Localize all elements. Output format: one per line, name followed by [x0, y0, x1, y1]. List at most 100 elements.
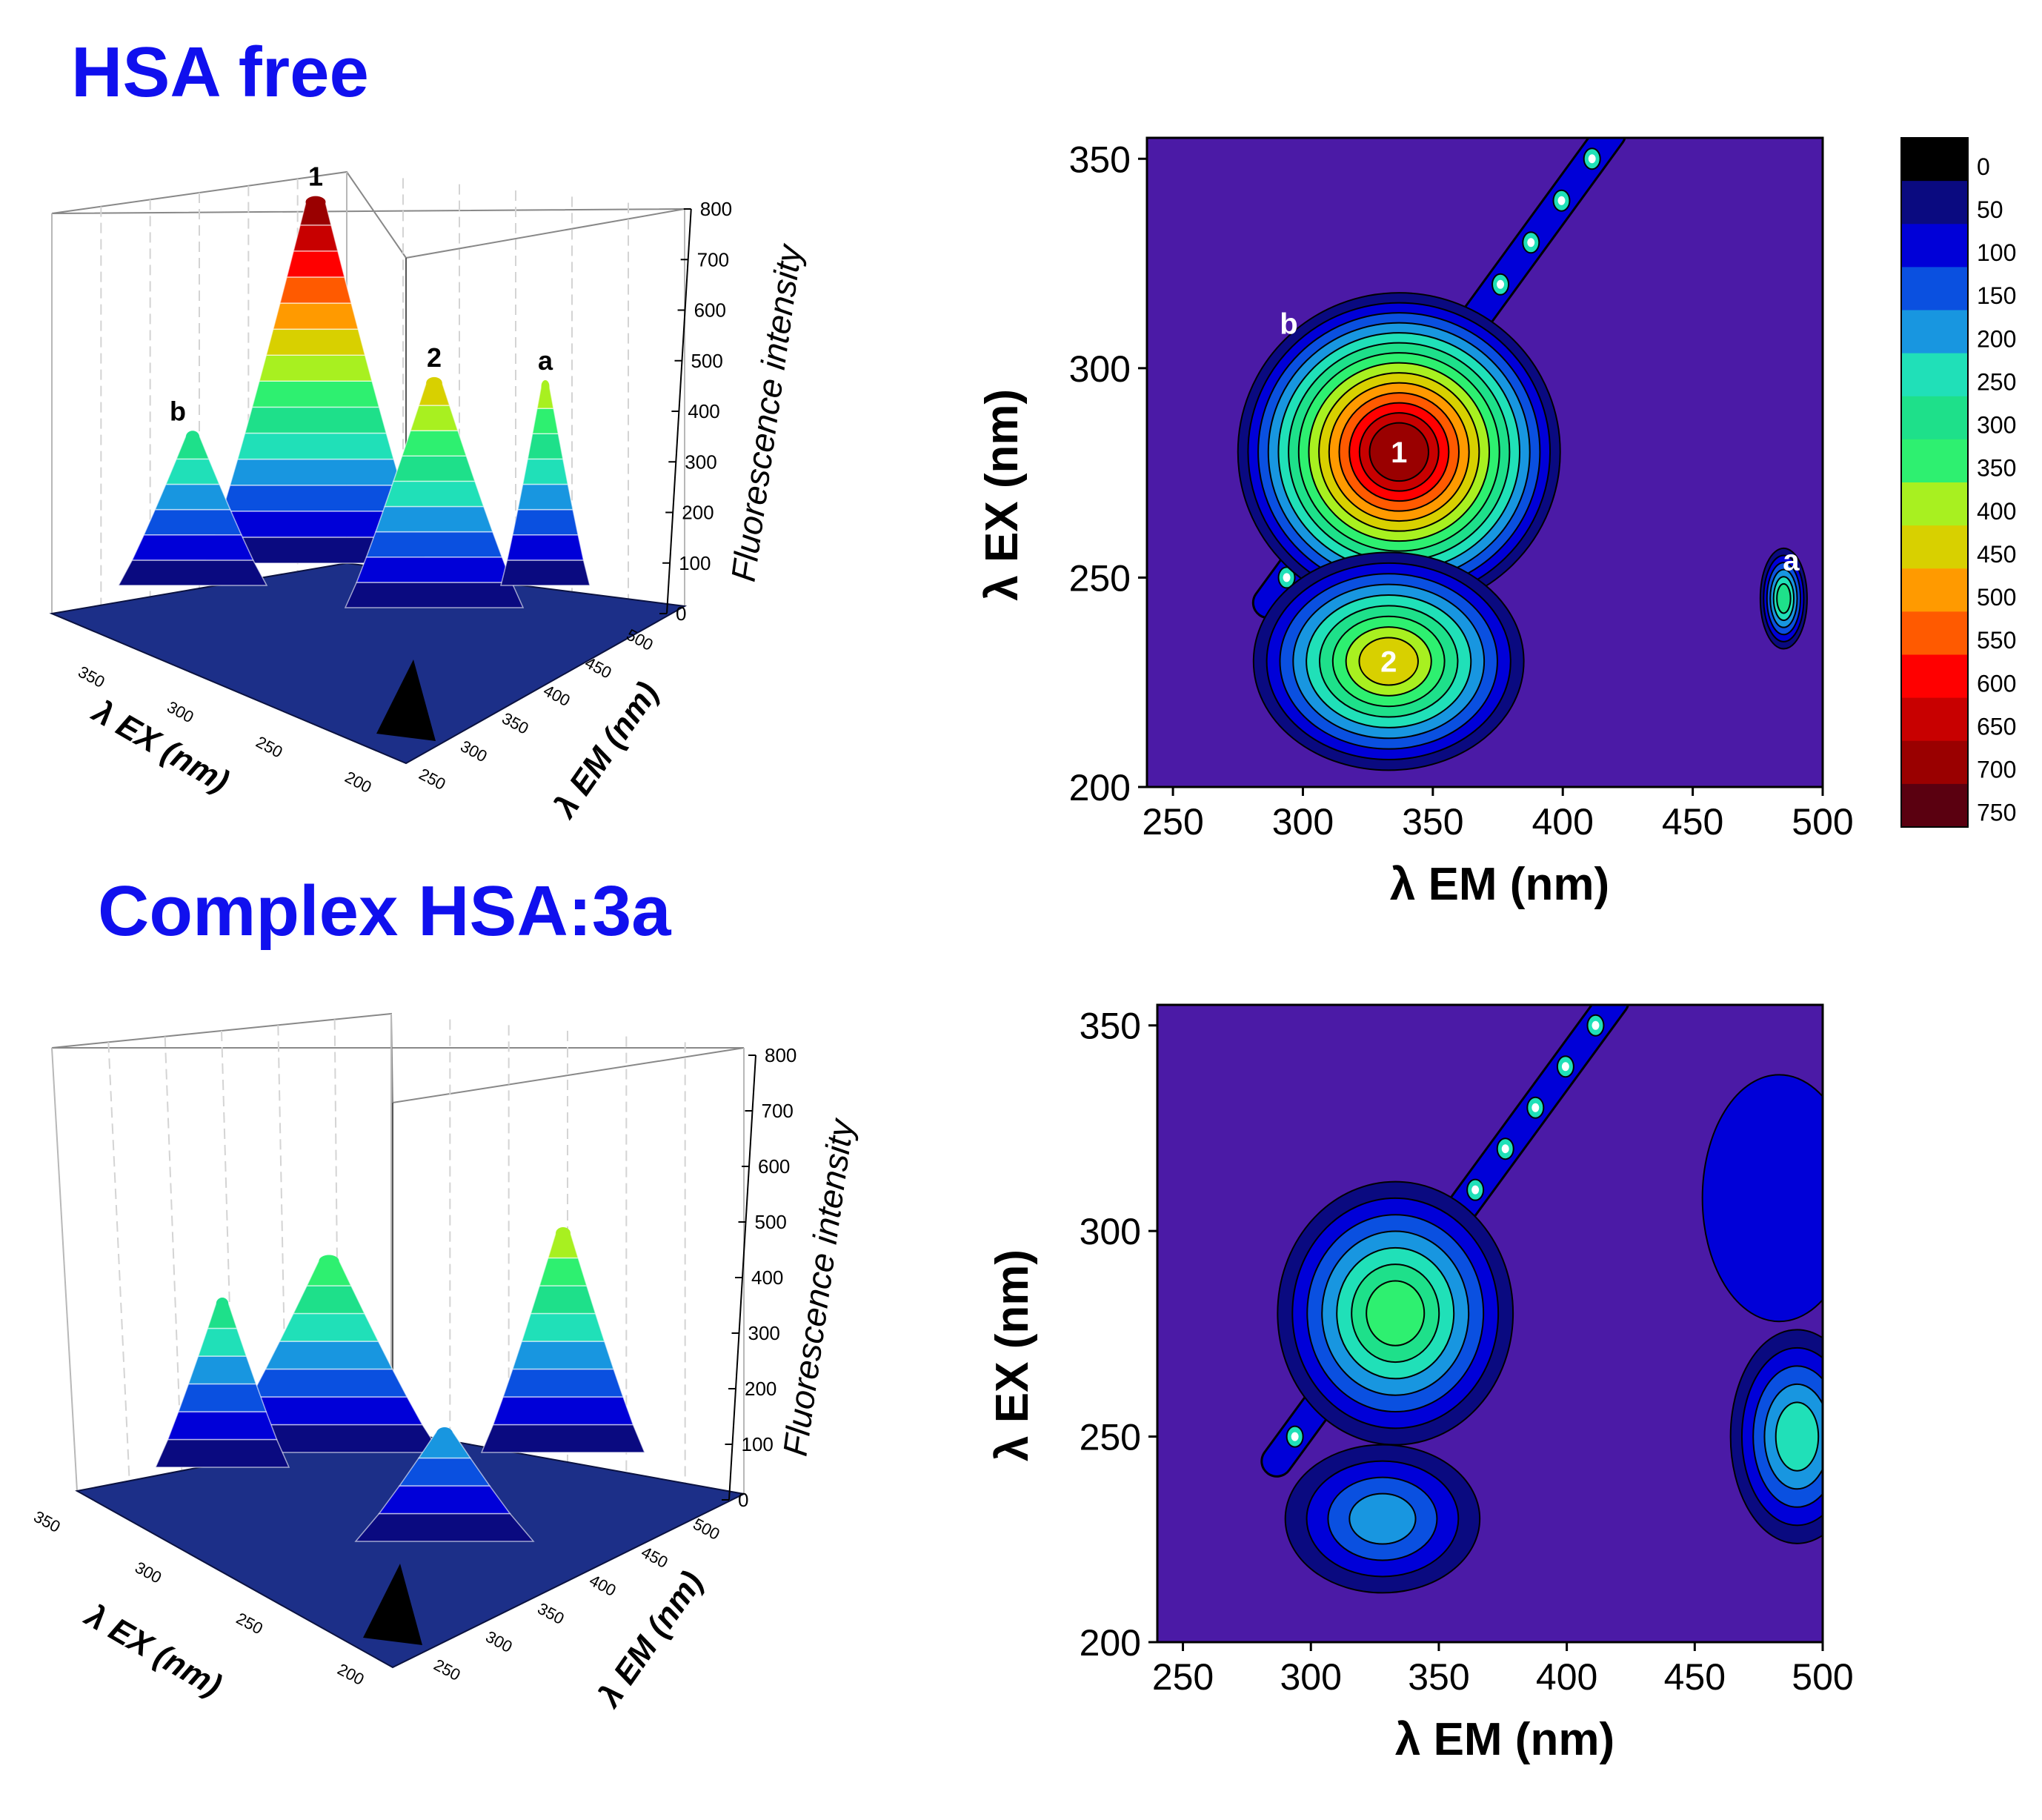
surface-cap-peak-1	[305, 196, 326, 208]
x-tick-label: 300	[1272, 801, 1334, 843]
em-tick-label: 400	[586, 1571, 619, 1600]
z-tick-label: 400	[751, 1266, 783, 1289]
x-tick-label: 500	[1792, 801, 1853, 843]
colorbar-swatch	[1901, 697, 1968, 742]
peak-label-2: 2	[427, 342, 442, 373]
z-tick-label: 800	[765, 1044, 796, 1066]
surface-band-peak-1	[293, 224, 339, 252]
contour-plot-complex-contour: 250 300 350 400 450 500 200 250 300 350 λ EM (nm) λ…	[987, 1003, 1854, 1765]
surface-band-peak-b	[187, 1355, 257, 1385]
z-tick-label: 200	[682, 502, 714, 524]
colorbar-label: 0	[1977, 153, 1990, 180]
plot-frame	[1156, 1003, 1824, 1644]
y-axis-title: λ EX (nm)	[987, 1249, 1038, 1461]
ex-tick-label: 350	[75, 662, 107, 691]
surface-band-peak-a	[536, 382, 554, 409]
z-tick-label: 700	[762, 1100, 794, 1122]
colorbar-swatch	[1901, 783, 1968, 828]
surface-band-peak-b	[175, 433, 210, 460]
surface-band-peak-a	[506, 534, 585, 561]
colorbar-label: 250	[1977, 368, 2016, 395]
surface-band-peak-1	[279, 276, 353, 304]
surface-band-peak-2	[344, 582, 525, 608]
surface-band-peak-a	[500, 559, 591, 586]
em-tick-label: 250	[430, 1655, 463, 1684]
y-tick-label: 300	[1080, 1211, 1141, 1252]
em-tick-label: 350	[534, 1599, 567, 1628]
surface-band-peak-1	[221, 484, 410, 512]
colorbar-label: 200	[1977, 325, 2016, 352]
surface-band-peak-b	[167, 1411, 278, 1441]
colorbar-label: 500	[1977, 584, 2016, 611]
ex-axis-title: λ EX (nm)	[85, 692, 235, 800]
surface-cap-peak-b	[186, 431, 199, 443]
ex-tick-label: 200	[334, 1660, 367, 1689]
surface-band-peak-2	[354, 1512, 535, 1542]
surface-band-peak-b	[117, 559, 268, 586]
surface-band-peak-1	[258, 354, 373, 382]
contour-plot-hsa-free-contour: 1 2 a b 250 300 350 400 450 500 200 250 300 350 λ EM (…	[977, 136, 1854, 910]
contour-level-peak-a	[1775, 1401, 1820, 1472]
surface-band-peak-1	[305, 1257, 353, 1286]
surface-band-peak-2	[365, 531, 503, 558]
x-tick-label: 450	[1662, 801, 1723, 843]
surface-band-peak-1	[286, 250, 345, 278]
surface-band-peak-a	[521, 1312, 605, 1342]
peak-label-b: b	[1280, 308, 1297, 340]
surface-band-peak-a	[539, 1257, 588, 1286]
ex-tick-label: 300	[164, 697, 196, 726]
surface-band-peak-1	[251, 380, 380, 408]
surface-band-peak-1	[265, 1341, 393, 1370]
peak-label-a: a	[1783, 545, 1800, 577]
surface-band-peak-a	[502, 1368, 624, 1398]
surface-band-peak-b	[131, 534, 254, 561]
box-top	[51, 170, 685, 259]
surface-band-peak-2	[417, 1429, 472, 1459]
peak-label-1: 1	[308, 162, 323, 192]
ex-tick-label: 200	[342, 768, 374, 797]
y-tick-label: 350	[1080, 1006, 1141, 1047]
ex-tick-label: 350	[30, 1507, 63, 1536]
surface-band-peak-1	[292, 1285, 366, 1315]
colorbar-label: 450	[1977, 541, 2016, 568]
surface-cap-peak-a	[541, 380, 550, 392]
z-axis-line	[666, 208, 692, 614]
colorbar: 0 50 100 150 200 250 300 350 400 450 500 550 600 650 7…	[1900, 137, 2016, 828]
scatter-band-spot-core	[1501, 1144, 1509, 1154]
ex-axis-title: λ EX (nm)	[78, 1596, 227, 1704]
y-axis-title: λ EX (nm)	[977, 389, 1028, 601]
colorbar-swatch	[1901, 568, 1968, 612]
colorbar-label: 50	[1977, 196, 2003, 223]
surface-cap-peak-2	[436, 1427, 453, 1439]
colorbar-label: 600	[1977, 670, 2016, 697]
wall-grid	[107, 1042, 130, 1481]
y-tick-label: 350	[1069, 139, 1131, 180]
colorbar-frame	[1900, 137, 1969, 828]
scatter-band-spot-core	[1532, 1103, 1540, 1112]
scatter-band-spot-core	[1497, 279, 1505, 289]
x-tick-label: 300	[1280, 1656, 1342, 1698]
x-tick-label: 350	[1408, 1656, 1469, 1698]
colorbar-swatch	[1901, 267, 1968, 310]
hsa-free-heading: HSA free	[71, 33, 369, 112]
colorbar-swatch	[1901, 310, 1968, 354]
z-tick-label: 0	[676, 602, 686, 625]
surface-band-peak-1	[236, 432, 395, 460]
z-tick-label: 0	[738, 1489, 748, 1511]
z-tick-label: 300	[685, 451, 716, 473]
ex-tick-label: 250	[233, 1609, 266, 1638]
surface-band-peak-a	[530, 1285, 596, 1315]
peak-label-a: a	[538, 345, 553, 376]
z-axis-line	[728, 1055, 756, 1501]
surface-band-peak-2	[410, 405, 459, 431]
wall-grid	[164, 1036, 183, 1471]
colorbar-label: 100	[1977, 239, 2016, 266]
surface-band-peak-1	[272, 302, 359, 330]
colorbar-label: 550	[1977, 627, 2016, 654]
box-top	[51, 1012, 745, 1104]
surface-band-peak-2	[384, 480, 485, 508]
surface-cap-peak-a	[556, 1227, 571, 1239]
scatter-band-spot-core	[1588, 154, 1596, 164]
surface-band-peak-a	[527, 433, 564, 460]
colorbar-label: 650	[1977, 713, 2016, 740]
